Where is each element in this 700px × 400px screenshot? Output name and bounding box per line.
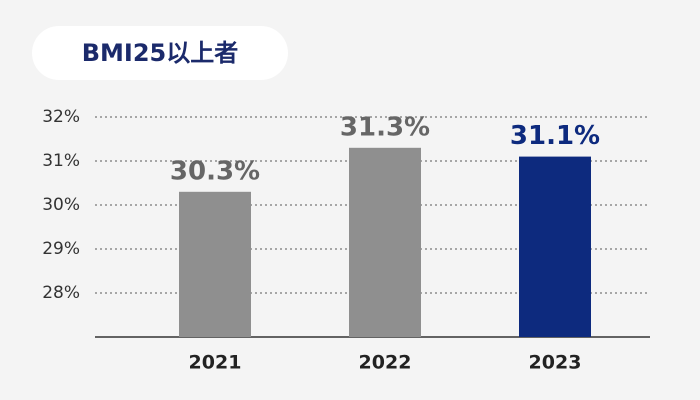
y-tick-label: 32%	[42, 107, 80, 127]
x-tick-label: 2021	[189, 352, 242, 374]
value-label: 31.1%	[510, 121, 600, 151]
x-tick-label: 2022	[359, 352, 412, 374]
y-tick-label: 31%	[42, 151, 80, 171]
bar	[519, 156, 591, 337]
bar	[179, 191, 251, 337]
bar	[349, 147, 421, 337]
x-tick-label: 2023	[529, 352, 582, 374]
y-tick-label: 28%	[42, 283, 80, 303]
y-tick-label: 29%	[42, 239, 80, 259]
value-label: 31.3%	[340, 112, 430, 142]
chart-title: BMI25以上者	[82, 39, 239, 67]
value-label: 30.3%	[170, 156, 260, 186]
title-pill	[32, 26, 288, 80]
y-tick-label: 30%	[42, 195, 80, 215]
